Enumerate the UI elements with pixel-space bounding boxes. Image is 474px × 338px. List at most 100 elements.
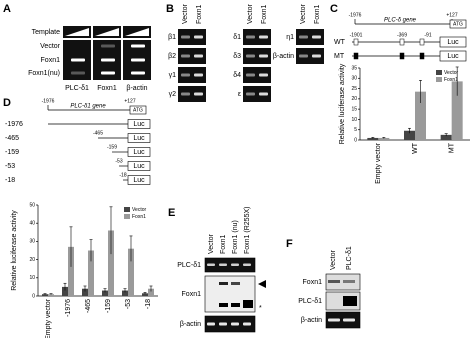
y-tick-label: 30 xyxy=(29,239,35,245)
band xyxy=(259,92,268,96)
legend-label: Foxn1 xyxy=(444,77,458,83)
y-tick-label: 15 xyxy=(351,106,357,112)
position: +127 xyxy=(446,12,457,18)
y-tick-label: 5 xyxy=(354,127,357,133)
band-dark xyxy=(231,303,240,307)
band xyxy=(231,263,239,266)
gel xyxy=(178,67,206,83)
site xyxy=(399,38,405,46)
y-tick-label: 10 xyxy=(351,117,357,123)
y-tick-label: 30 xyxy=(351,76,357,82)
row-label: β-actin xyxy=(301,317,322,324)
site-label: -1901 xyxy=(350,32,363,38)
atg-box xyxy=(449,19,467,29)
bar xyxy=(378,137,390,140)
column-label: Foxn1 xyxy=(97,85,117,92)
row-label: γ1 xyxy=(169,72,177,79)
bar xyxy=(42,294,48,296)
y-tick-label: 35 xyxy=(351,65,357,71)
y-axis-label: Relative luciferase activity xyxy=(11,210,18,291)
row-label: Foxn1(nu) xyxy=(28,70,60,77)
lane-label: Vector xyxy=(247,3,254,24)
band xyxy=(246,73,255,77)
bar xyxy=(451,81,463,140)
construct-start: -159 xyxy=(107,144,117,150)
band xyxy=(299,54,308,58)
legend-label: Vector xyxy=(132,207,147,213)
construct-label: -18 xyxy=(5,177,15,184)
row-label: PLC-δ1 xyxy=(298,298,322,305)
position: -1976 xyxy=(349,12,362,18)
panel-label: B xyxy=(166,3,174,15)
construct-start: -465 xyxy=(93,130,103,136)
luc: Luc xyxy=(133,163,145,170)
position: -1976 xyxy=(42,98,55,104)
atg-box xyxy=(129,105,147,115)
gel xyxy=(178,29,206,45)
row-label: γ2 xyxy=(169,91,177,98)
luc: Luc xyxy=(447,53,459,60)
panel-label: A xyxy=(3,3,11,15)
asterisk: * xyxy=(259,305,262,312)
band-dark xyxy=(219,303,228,307)
luc: Luc xyxy=(447,39,459,46)
y-tick-label: 40 xyxy=(29,221,35,227)
band xyxy=(194,54,203,58)
luc-box xyxy=(127,175,151,185)
band xyxy=(246,54,255,58)
y-tick-label: 0 xyxy=(354,137,357,143)
gel xyxy=(178,48,206,64)
band xyxy=(243,263,251,266)
bar xyxy=(108,230,114,296)
row-label: Foxn1 xyxy=(303,279,323,286)
y-tick-label: 0 xyxy=(32,293,35,299)
atg: ATG xyxy=(133,107,143,113)
gel xyxy=(296,48,324,64)
lane-label: Foxn1 xyxy=(196,4,203,24)
band xyxy=(259,54,268,58)
luc-box xyxy=(127,147,151,157)
legend-label: Vector xyxy=(444,70,459,76)
panel-label: C xyxy=(330,3,338,15)
band-dark xyxy=(243,300,253,308)
band xyxy=(231,322,239,326)
lane-label: Foxn1 (R255X) xyxy=(244,207,251,254)
legend-label: Foxn1 xyxy=(132,214,146,220)
legend-swatch xyxy=(436,70,442,75)
bar xyxy=(404,130,415,140)
band xyxy=(246,92,255,96)
gel xyxy=(204,257,256,273)
panel-label: D xyxy=(3,97,11,109)
lane-label: PLC-δ1 xyxy=(346,246,353,270)
row-label: PLC-δ1 xyxy=(177,262,201,269)
construct-label: -465 xyxy=(5,135,19,142)
band-dark xyxy=(328,280,340,283)
band xyxy=(328,318,340,322)
band xyxy=(181,35,190,39)
gel xyxy=(243,48,271,64)
band xyxy=(181,54,190,58)
bar xyxy=(128,248,134,296)
band xyxy=(131,58,145,62)
luc: Luc xyxy=(133,135,145,142)
bar xyxy=(367,137,379,140)
band xyxy=(181,92,190,96)
row-label: ε xyxy=(238,91,241,98)
position: +127 xyxy=(124,98,135,104)
template-wedge xyxy=(65,28,89,36)
gene-name: PLC-δ1 gene xyxy=(70,104,106,110)
column-label: β-actin xyxy=(126,85,147,92)
gel xyxy=(243,86,271,102)
band-dark xyxy=(231,282,240,285)
bar xyxy=(415,91,426,140)
bar xyxy=(48,294,54,296)
x-tick-label: Empty vector xyxy=(375,142,382,184)
band xyxy=(101,71,115,75)
bar xyxy=(88,250,94,296)
band xyxy=(131,44,145,48)
luc-box xyxy=(127,161,151,171)
site-label: -369 xyxy=(397,32,407,38)
row-label: Foxn1 xyxy=(182,291,202,298)
construct-start: -18 xyxy=(119,172,126,178)
